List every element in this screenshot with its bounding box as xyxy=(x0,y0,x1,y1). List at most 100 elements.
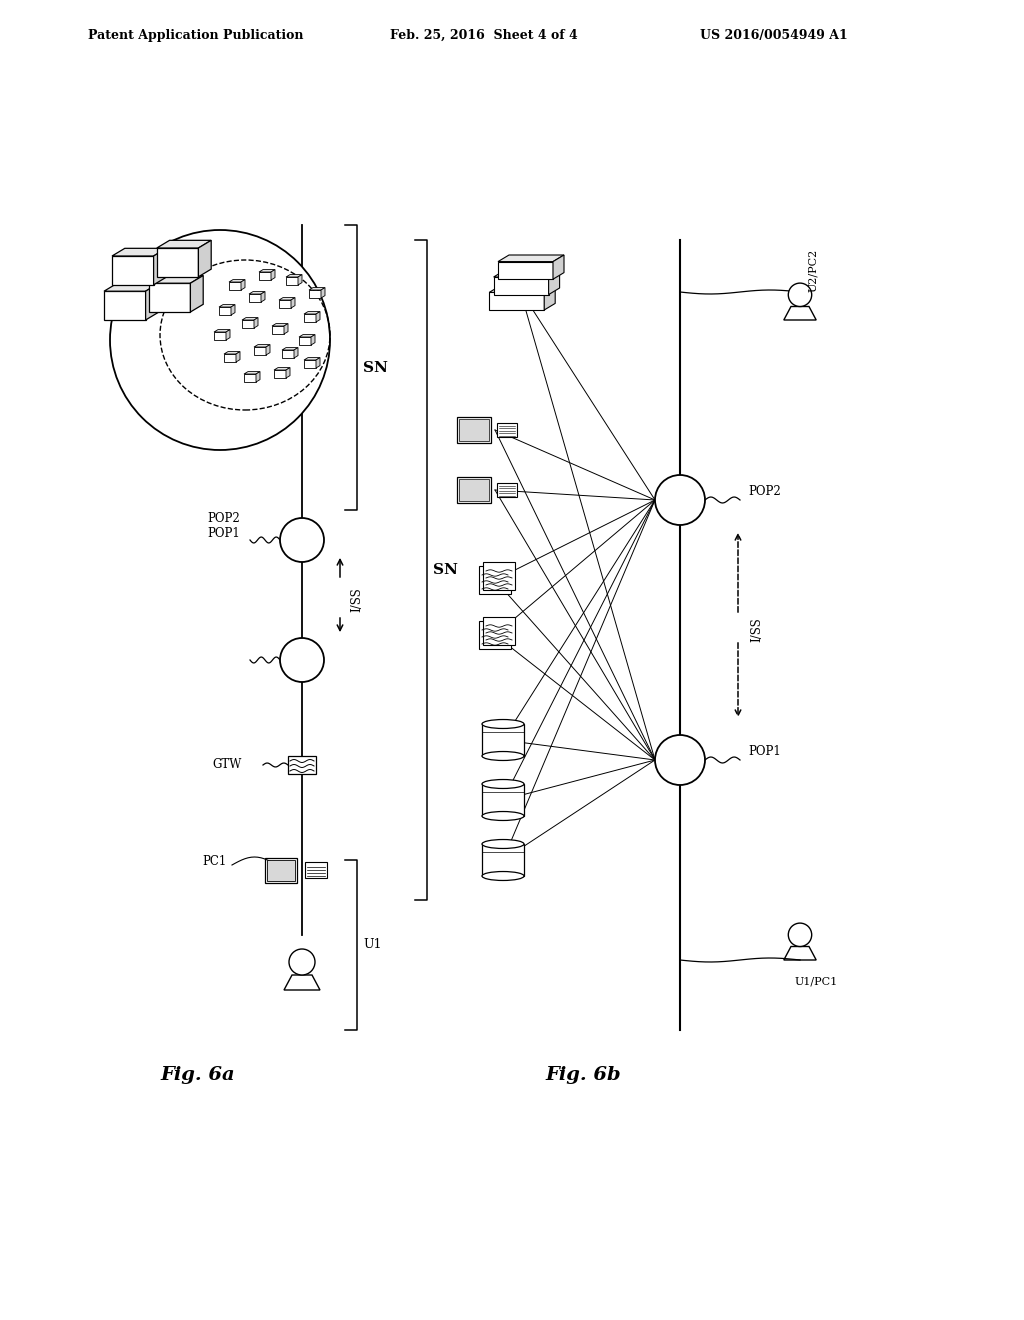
Polygon shape xyxy=(226,330,230,341)
Polygon shape xyxy=(231,305,234,315)
Polygon shape xyxy=(104,284,159,292)
Polygon shape xyxy=(190,276,203,312)
Polygon shape xyxy=(304,314,316,322)
Ellipse shape xyxy=(482,871,524,880)
Bar xyxy=(483,562,515,590)
Polygon shape xyxy=(494,277,549,294)
Polygon shape xyxy=(293,537,305,545)
Polygon shape xyxy=(259,272,271,280)
Polygon shape xyxy=(254,318,258,327)
Bar xyxy=(305,862,327,878)
Circle shape xyxy=(280,517,324,562)
Polygon shape xyxy=(224,351,240,354)
Polygon shape xyxy=(241,280,245,290)
Polygon shape xyxy=(256,372,260,381)
Polygon shape xyxy=(272,323,288,326)
Polygon shape xyxy=(671,498,683,506)
Bar xyxy=(459,418,489,441)
Text: POP1: POP1 xyxy=(207,527,240,540)
Text: Patent Application Publication: Patent Application Publication xyxy=(88,29,303,41)
Polygon shape xyxy=(244,374,256,381)
Text: U1/PC1: U1/PC1 xyxy=(795,977,839,987)
Ellipse shape xyxy=(482,812,524,821)
Polygon shape xyxy=(157,240,211,248)
Polygon shape xyxy=(271,269,275,280)
Ellipse shape xyxy=(482,840,524,849)
Text: POP2: POP2 xyxy=(748,484,780,498)
Polygon shape xyxy=(259,269,275,272)
Polygon shape xyxy=(148,276,203,284)
Polygon shape xyxy=(683,494,688,506)
Text: PC1: PC1 xyxy=(202,855,226,869)
Circle shape xyxy=(655,475,705,525)
Polygon shape xyxy=(219,305,234,308)
Bar xyxy=(483,616,515,645)
Ellipse shape xyxy=(482,751,524,760)
Bar xyxy=(459,479,489,502)
Text: SN: SN xyxy=(433,564,458,577)
Polygon shape xyxy=(316,358,319,368)
Polygon shape xyxy=(293,657,305,665)
Text: I/SS: I/SS xyxy=(350,587,362,612)
Bar xyxy=(265,858,297,883)
Polygon shape xyxy=(783,306,816,319)
Polygon shape xyxy=(544,286,555,310)
Polygon shape xyxy=(286,367,290,378)
Polygon shape xyxy=(293,653,310,657)
Polygon shape xyxy=(214,333,226,341)
Polygon shape xyxy=(305,653,310,665)
Polygon shape xyxy=(157,248,199,277)
Polygon shape xyxy=(199,240,211,277)
Polygon shape xyxy=(219,308,231,315)
Polygon shape xyxy=(299,334,315,337)
Bar xyxy=(497,422,517,437)
Polygon shape xyxy=(214,330,230,333)
Text: U2/PC2: U2/PC2 xyxy=(808,248,818,292)
Text: Fig. 6a: Fig. 6a xyxy=(160,1067,234,1084)
Text: U1: U1 xyxy=(362,939,382,952)
Text: I/SS: I/SS xyxy=(750,618,763,643)
Text: GTW: GTW xyxy=(212,759,242,771)
Polygon shape xyxy=(236,351,240,362)
Polygon shape xyxy=(304,360,316,368)
Polygon shape xyxy=(261,292,265,302)
Polygon shape xyxy=(489,293,544,310)
Polygon shape xyxy=(229,282,241,290)
Polygon shape xyxy=(671,494,688,498)
Polygon shape xyxy=(489,286,555,293)
Ellipse shape xyxy=(482,780,524,788)
Text: Fig. 6b: Fig. 6b xyxy=(545,1067,621,1084)
Text: US 2016/0054949 A1: US 2016/0054949 A1 xyxy=(700,29,848,41)
Polygon shape xyxy=(242,318,258,319)
Polygon shape xyxy=(254,347,266,355)
Polygon shape xyxy=(249,292,265,294)
Bar xyxy=(479,620,511,649)
Polygon shape xyxy=(286,275,302,277)
Text: SN: SN xyxy=(362,360,388,375)
Bar xyxy=(457,477,490,503)
Polygon shape xyxy=(284,323,288,334)
Polygon shape xyxy=(282,347,298,350)
Polygon shape xyxy=(154,248,166,285)
Polygon shape xyxy=(279,297,295,300)
Polygon shape xyxy=(498,261,553,280)
Circle shape xyxy=(289,949,315,975)
Circle shape xyxy=(110,230,330,450)
Polygon shape xyxy=(274,370,286,378)
Polygon shape xyxy=(104,292,145,319)
Polygon shape xyxy=(309,288,325,290)
Polygon shape xyxy=(304,358,319,360)
Polygon shape xyxy=(112,256,154,285)
Text: POP1: POP1 xyxy=(748,744,780,758)
Polygon shape xyxy=(293,535,310,537)
Polygon shape xyxy=(309,290,321,298)
Bar xyxy=(267,859,295,880)
Polygon shape xyxy=(299,337,311,345)
Polygon shape xyxy=(244,372,260,374)
Bar xyxy=(482,723,524,756)
Polygon shape xyxy=(291,297,295,308)
Bar xyxy=(479,566,511,594)
Circle shape xyxy=(280,638,324,682)
Polygon shape xyxy=(229,280,245,282)
Ellipse shape xyxy=(482,719,524,729)
